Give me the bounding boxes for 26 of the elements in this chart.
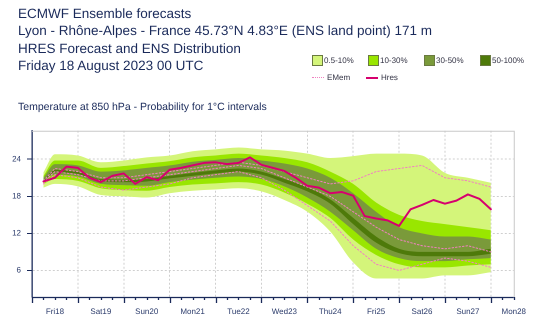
- x-tick-label: Mon21: [180, 307, 206, 316]
- chart-title: ECMWF Ensemble forecasts: [18, 5, 192, 22]
- x-tick-label: Wed23: [272, 307, 298, 316]
- x-tick-label: Fri25: [367, 307, 386, 316]
- y-tick-label: 12: [12, 228, 22, 238]
- x-tick-label: Tue22: [227, 307, 250, 316]
- text: Friday 18 August 2023 00 UTC: [18, 58, 204, 73]
- x-tick-label: Fri18: [46, 307, 65, 316]
- x-tick-label: Sat19: [90, 307, 112, 316]
- legend-label: 50-100%: [492, 56, 524, 65]
- legend-label: 10-30%: [380, 56, 408, 65]
- x-tick-label: Sat26: [412, 307, 434, 316]
- text: HRES Forecast and ENS Distribution: [18, 40, 242, 57]
- y-tick-label: 18: [12, 191, 22, 200]
- x-tick-label: Mon28: [502, 307, 527, 316]
- x-tick-label: Thu24: [318, 307, 342, 316]
- y-tick-label: 6: [16, 266, 22, 275]
- y-tick-label: 24: [12, 154, 22, 164]
- text: Temperature at 850 hPa - Probability for 1°C intervals: [18, 101, 267, 113]
- chart-subtitle: Lyon - Rhône-Alpes - France 45.73°N 4.83°E (ENS land point) 171 m: [18, 22, 432, 40]
- legend-label: Hres: [381, 73, 398, 82]
- legend-label: 30-50%: [436, 56, 464, 65]
- x-tick-label: Sun27: [456, 307, 480, 316]
- legend-label: 0.5-10%: [324, 56, 354, 65]
- x-tick-label: Sun20: [135, 307, 159, 316]
- legend-label: EMem: [327, 73, 350, 82]
